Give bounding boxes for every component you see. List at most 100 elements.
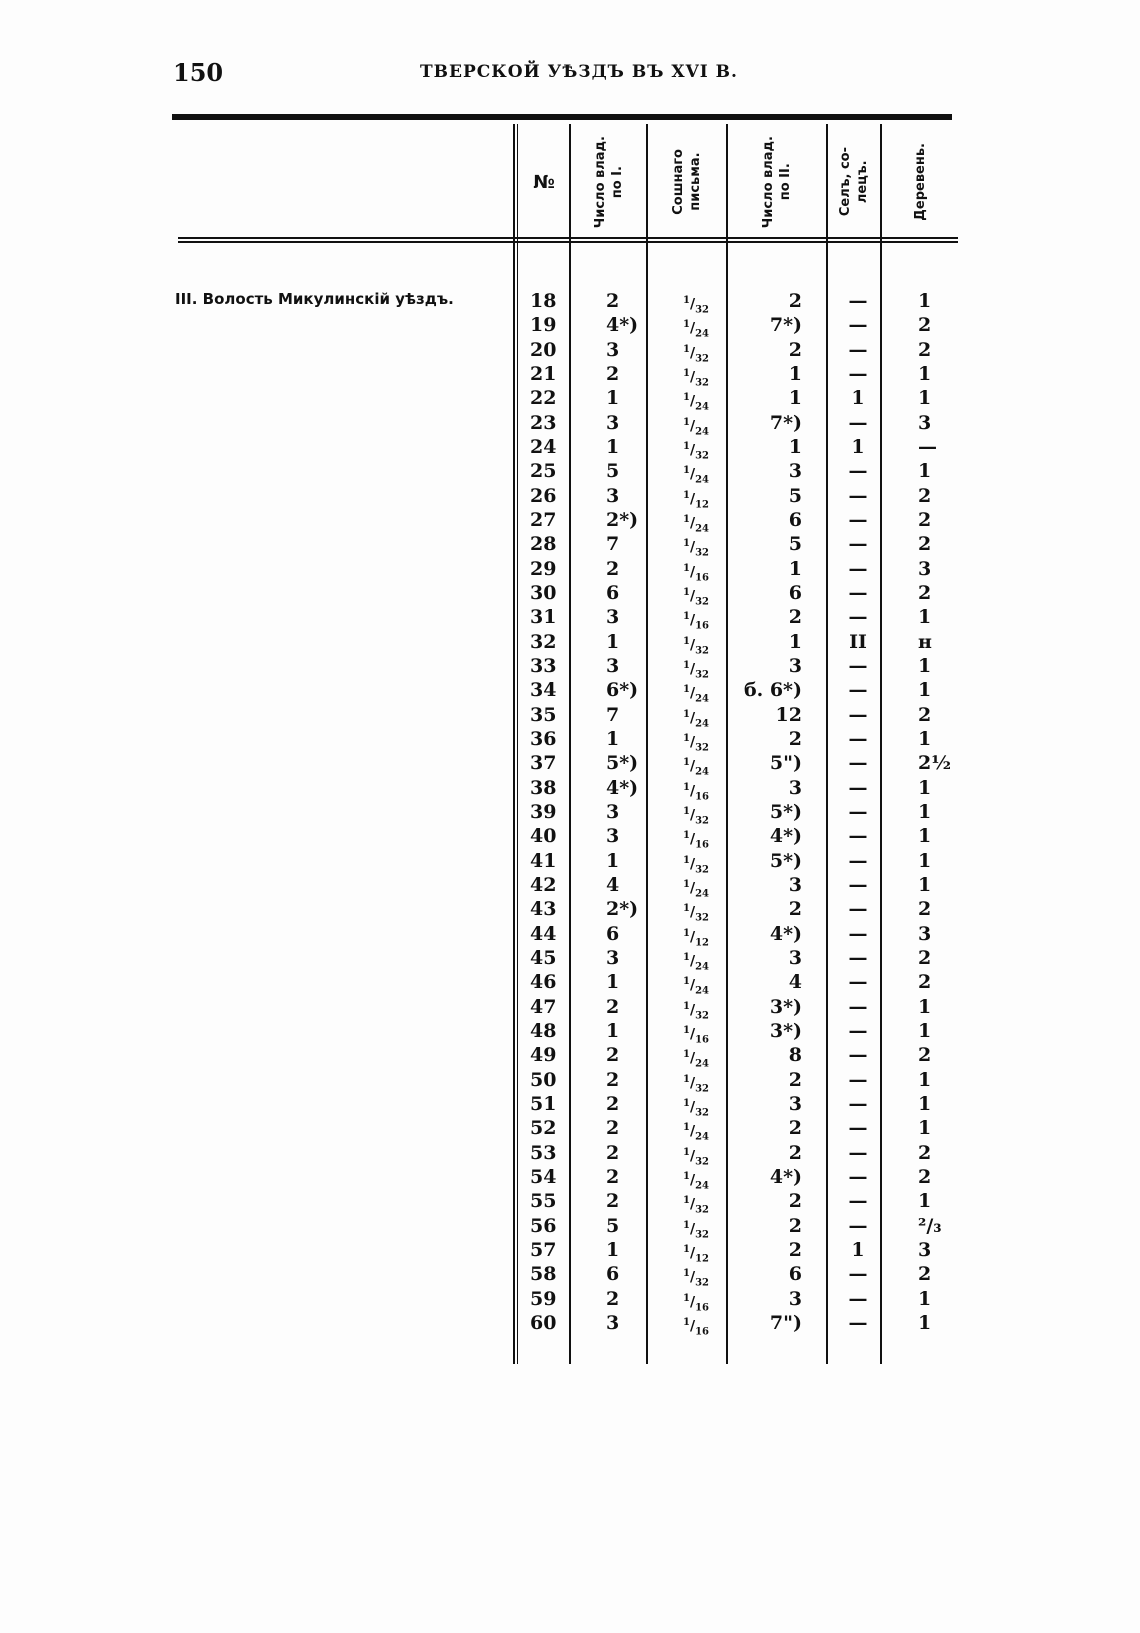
hamlets-cell: 1 <box>918 849 932 872</box>
table-row: 51 2 1/32 3 — 1 <box>0 1092 1140 1119</box>
numerator: 1 <box>683 684 690 696</box>
owners-ii-cell: 3*) <box>769 995 802 1018</box>
hamlets-cell: 3 <box>918 922 932 945</box>
table-row: 31 3 1/16 2 — 1 <box>0 605 1140 631</box>
column-divider <box>880 124 882 1364</box>
villages-cell: — <box>848 411 868 434</box>
villages-cell: — <box>848 484 868 507</box>
owners-ii-cell: 1 <box>788 362 802 385</box>
hamlets-cell: — <box>918 435 937 458</box>
row-number-cell: 40 <box>530 825 557 848</box>
row-number-cell: 49 <box>530 1044 557 1067</box>
soshnoe-cell: 1/32 <box>683 854 710 876</box>
numerator: 1 <box>683 416 690 428</box>
hamlets-cell: 1 <box>918 654 932 677</box>
hamlets-cell: 1 <box>918 606 932 629</box>
row-number-cell: 35 <box>530 703 557 726</box>
numerator: 1 <box>683 562 690 574</box>
numerator: 1 <box>683 295 690 306</box>
numerator: 1 <box>683 343 690 355</box>
villages-cell: — <box>848 1190 868 1213</box>
hamlets-cell: 2 <box>918 1165 932 1188</box>
denominator: 32 <box>695 1107 710 1119</box>
numerator: 1 <box>683 659 690 671</box>
villages-cell: — <box>848 1141 868 1164</box>
row-number-cell: 20 <box>530 338 557 361</box>
header-rule <box>178 237 958 239</box>
soshnoe-cell: 1/24 <box>683 319 710 340</box>
owners-ii-cell: 6 <box>788 1263 802 1286</box>
numerator: 1 <box>683 903 690 915</box>
villages-cell: — <box>848 581 868 604</box>
villages-cell: — <box>848 1263 868 1286</box>
villages-cell: — <box>848 290 868 312</box>
table-row: 29 2 1/16 1—3 <box>0 557 1140 583</box>
numerator: 1 <box>683 732 690 744</box>
table-row: 59 2 1/16 3 — 1 <box>0 1287 1140 1313</box>
hamlets-cell: 2 <box>918 533 932 556</box>
row-number-cell: 22 <box>530 387 557 410</box>
owners-ii-cell: 2 <box>788 727 802 750</box>
table-row: 22 1 1/24 1 1 1 <box>0 386 1140 412</box>
owners-i-cell: 1 <box>606 435 620 458</box>
hamlets-cell: 1 <box>918 800 932 823</box>
soshnoe-cell: 1/32 <box>683 367 710 389</box>
hamlets-cell: н <box>918 630 932 653</box>
hamlets-cell: 1 <box>918 1190 932 1213</box>
soshnoe-cell: 1/16 <box>683 562 710 584</box>
villages-cell: — <box>848 557 868 580</box>
hamlets-cell: 1 <box>918 1019 932 1042</box>
row-number-cell: 55 <box>530 1190 557 1213</box>
header-owners-ii: Число влад. по II. <box>761 135 793 229</box>
owners-i-cell: 3 <box>606 606 620 629</box>
numerator: 1 <box>683 635 690 647</box>
soshnoe-cell: 1/24 <box>683 392 710 413</box>
numerator: 1 <box>683 708 690 720</box>
soshnoe-cell: 1/32 <box>683 659 710 681</box>
soshnoe-cell: 1/24 <box>683 684 710 705</box>
soshnoe-cell: 1/24 <box>683 1170 710 1192</box>
owners-i-cell: 3 <box>606 1311 620 1334</box>
owners-ii-cell: 2 <box>788 1068 802 1091</box>
denominator: 16 <box>695 1301 710 1313</box>
soshnoe-cell: 1/32 <box>683 1073 710 1094</box>
owners-ii-cell: 3 <box>788 873 802 896</box>
owners-ii-cell: 7") <box>769 1311 802 1334</box>
owners-i-cell: 3 <box>606 654 620 677</box>
denominator: 16 <box>695 791 710 803</box>
numerator: 1 <box>683 586 690 598</box>
soshnoe-cell: 1/12 <box>683 927 710 949</box>
row-number-cell: 41 <box>530 849 557 872</box>
owners-i-cell: 1 <box>606 387 620 410</box>
table-row: 34 6*) 1/24 б. 6*) — 1 <box>0 678 1140 704</box>
soshnoe-cell: 1/24 <box>683 878 710 900</box>
column-divider <box>726 124 728 1364</box>
numerator: 1 <box>683 830 690 842</box>
table-row: 28 7 1/32 5 — 2 <box>0 532 1140 558</box>
numerator: 1 <box>683 854 690 866</box>
villages-cell: — <box>848 679 868 702</box>
soshnoe-cell: 1/32 <box>683 538 710 559</box>
row-number-cell: 29 <box>530 557 557 580</box>
row-number-cell: 32 <box>530 630 557 653</box>
table-row: 36 1 1/32 2—1 <box>0 727 1140 753</box>
numerator: 1 <box>683 465 690 477</box>
villages-cell: — <box>848 825 868 848</box>
villages-cell: 1 <box>851 387 865 410</box>
table-row: 35 7 1/24 12 — 2 <box>0 703 1140 729</box>
hamlets-cell: 1 <box>918 1287 932 1310</box>
hamlets-cell: 1 <box>918 387 932 410</box>
owners-i-cell: 2 <box>606 1141 620 1164</box>
owners-ii-cell: 2 <box>788 1141 802 1164</box>
denominator: 32 <box>695 669 710 681</box>
table-row: 46 1 1/24 4—2 <box>0 970 1140 996</box>
owners-ii-cell: 2 <box>788 898 802 921</box>
villages-cell: — <box>848 1214 868 1237</box>
numerator: 1 <box>683 1073 690 1085</box>
table-row: 38 4*) 1/16 3 — 1 <box>0 776 1140 803</box>
row-number-cell: 56 <box>530 1214 557 1237</box>
numerator: 1 <box>683 611 690 623</box>
villages-cell: — <box>848 800 868 823</box>
top-rule <box>172 114 952 120</box>
